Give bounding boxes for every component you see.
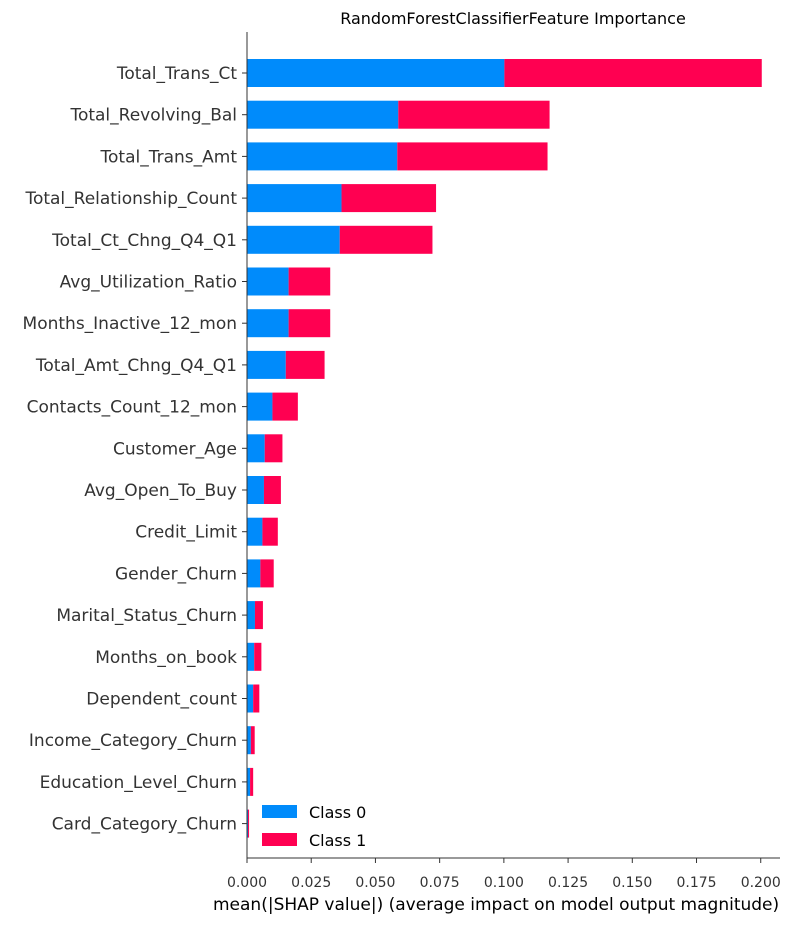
bar-Months_Inactive_12_mon-class-1 [288, 309, 331, 338]
bar-Income_Category_Churn-class-0 [247, 726, 251, 755]
axes [242, 32, 780, 863]
chart-title: RandomForestClassifierFeature Importance [340, 9, 686, 28]
legend-label-class-0: Class 0 [309, 803, 366, 822]
x-tick-label: 0.200 [741, 875, 781, 891]
bar-Total_Amt_Chng_Q4_Q1-class-0 [247, 350, 286, 379]
bar-Avg_Utilization_Ratio-class-0 [247, 267, 289, 296]
bars-layer [247, 59, 762, 838]
y-tick-label: Months_on_book [95, 648, 237, 668]
bar-Total_Trans_Ct-class-1 [504, 59, 762, 87]
y-tick-label: Total_Ct_Chng_Q4_Q1 [51, 231, 237, 251]
bar-Total_Revolving_Bal-class-0 [247, 100, 399, 129]
bar-Gender_Churn-class-0 [247, 559, 261, 588]
bar-Total_Trans_Amt-class-0 [247, 142, 398, 171]
bar-Total_Amt_Chng_Q4_Q1-class-1 [285, 350, 325, 379]
bar-Avg_Open_To_Buy-class-0 [247, 476, 264, 504]
bar-Customer_Age-class-0 [247, 434, 265, 463]
x-tick-label: 0.050 [355, 875, 395, 891]
x-tick-label: 0.175 [676, 875, 716, 891]
y-tick-label: Contacts_Count_12_mon [27, 398, 237, 418]
bar-Dependent_count-class-1 [253, 684, 260, 713]
x-tick-label: 0.000 [227, 875, 267, 891]
bar-Education_Level_Churn-class-0 [247, 767, 251, 796]
y-tick-label: Dependent_count [86, 690, 237, 710]
legend-swatch-class-0 [262, 805, 297, 818]
bar-Marital_Status_Churn-class-0 [247, 601, 255, 630]
x-tick-label: 0.150 [612, 875, 652, 891]
bar-Avg_Open_To_Buy-class-1 [263, 476, 281, 504]
y-tick-labels: Total_Trans_Ct Total_Revolving_Bal Total_T… [23, 64, 238, 835]
bar-Months_Inactive_12_mon-class-0 [247, 309, 289, 338]
x-tick-label: 0.125 [548, 875, 588, 891]
y-tick-label: Months_Inactive_12_mon [23, 314, 237, 334]
x-axis-title: mean(|SHAP value|) (average impact on mo… [213, 895, 779, 915]
y-tick-label: Card_Category_Churn [52, 815, 237, 835]
bar-Total_Relationship_Count-class-1 [341, 184, 437, 213]
bar-Credit_Limit-class-1 [262, 517, 278, 546]
bar-Total_Trans_Ct-class-0 [247, 59, 505, 87]
y-tick-label: Avg_Utilization_Ratio [60, 273, 237, 293]
x-tick-label: 0.025 [291, 875, 331, 891]
bar-Education_Level_Churn-class-1 [250, 767, 254, 796]
y-tick-label: Education_Level_Churn [40, 773, 237, 793]
bar-Customer_Age-class-1 [264, 434, 283, 463]
y-tick-label: Total_Relationship_Count [24, 189, 237, 209]
bar-Months_on_book-class-1 [254, 642, 262, 671]
y-tick-label: Income_Category_Churn [29, 731, 237, 751]
legend: Class 0 Class 1 [262, 803, 366, 850]
bar-Credit_Limit-class-0 [247, 517, 263, 546]
bar-Dependent_count-class-0 [247, 684, 254, 713]
bar-Card_Category_Churn-class-1 [248, 809, 250, 838]
legend-swatch-class-1 [262, 833, 297, 846]
bar-Total_Relationship_Count-class-0 [247, 184, 342, 213]
y-tick-label: Total_Trans_Amt [100, 147, 238, 167]
x-tick-label: 0.075 [420, 875, 460, 891]
bar-Avg_Utilization_Ratio-class-1 [288, 267, 331, 296]
y-tick-label: Customer_Age [113, 439, 237, 459]
y-tick-label: Total_Revolving_Bal [69, 106, 237, 126]
y-tick-label: Gender_Churn [115, 564, 237, 584]
legend-label-class-1: Class 1 [309, 831, 366, 850]
x-tick-label: 0.100 [484, 875, 524, 891]
bar-Marital_Status_Churn-class-1 [254, 601, 263, 630]
bar-Gender_Churn-class-1 [260, 559, 274, 588]
bar-Contacts_Count_12_mon-class-0 [247, 392, 273, 421]
bar-Total_Ct_Chng_Q4_Q1-class-0 [247, 225, 340, 254]
y-tick-label: Marital_Status_Churn [56, 606, 237, 626]
y-tick-label: Avg_Open_To_Buy [84, 481, 237, 501]
x-tick-labels: 0.000 0.025 0.050 0.075 0.100 0.125 0.150 0.175… [227, 875, 781, 891]
bar-Income_Category_Churn-class-1 [250, 726, 255, 755]
bar-Card_Category_Churn-class-0 [247, 809, 249, 838]
y-tick-label: Credit_Limit [135, 523, 237, 543]
y-tick-label: Total_Trans_Ct [116, 64, 237, 84]
bar-Total_Trans_Amt-class-1 [397, 142, 548, 171]
bar-Total_Revolving_Bal-class-1 [398, 100, 550, 129]
bar-Total_Ct_Chng_Q4_Q1-class-1 [339, 225, 433, 254]
bar-Months_on_book-class-0 [247, 642, 255, 671]
y-tick-label: Total_Amt_Chng_Q4_Q1 [35, 356, 237, 376]
bar-Contacts_Count_12_mon-class-1 [272, 392, 298, 421]
